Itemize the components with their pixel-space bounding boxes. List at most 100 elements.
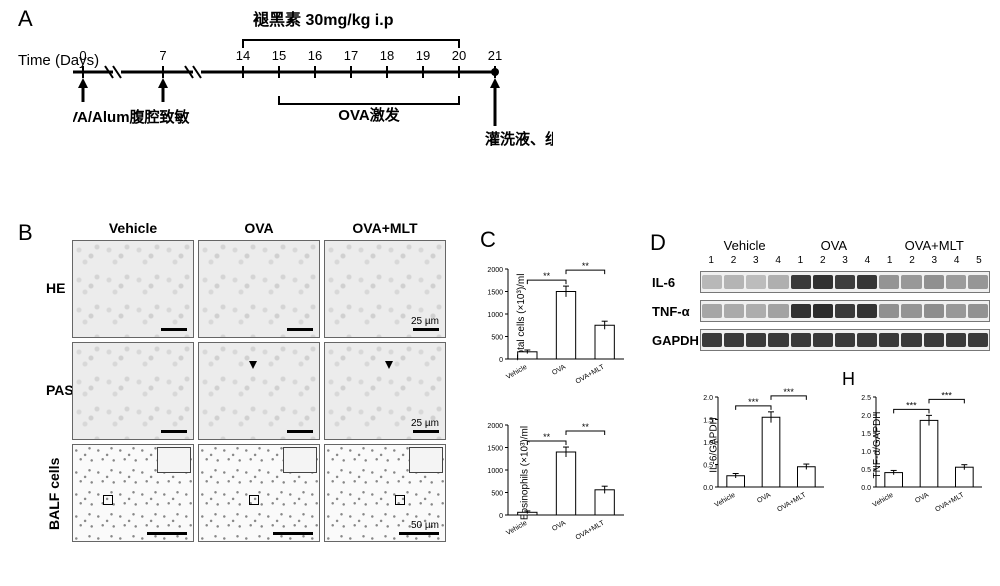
scale-bar (147, 532, 187, 535)
band (724, 304, 744, 318)
col-header-ovamlt: OVA+MLT (324, 220, 446, 236)
blot-row: IL-6 (700, 269, 990, 295)
chart-eos-svg: 0500100015002000VehicleOVAOVA+MLT**** (480, 403, 630, 543)
panel-d: D VehicleOVAOVA+MLT 1234123412345 IL-6TN… (650, 230, 990, 570)
col-header-vehicle: Vehicle (72, 220, 194, 236)
band (857, 275, 877, 289)
svg-text:0: 0 (499, 513, 503, 520)
arrowhead-marker (385, 361, 393, 369)
svg-text:19: 19 (416, 48, 430, 63)
lane-number: 3 (923, 255, 945, 266)
band (946, 304, 966, 318)
lane-number: 4 (767, 255, 789, 266)
band (857, 333, 877, 347)
panel-b: B Vehicle OVA OVA+MLT HE PAS BALF cells … (18, 220, 458, 570)
panel-a-label: A (18, 6, 33, 32)
western-blot: VehicleOVAOVA+MLT 1234123412345 IL-6TNF-… (700, 238, 990, 353)
svg-text:OVA+MLT: OVA+MLT (934, 491, 966, 513)
histology-cell: 25 µm (324, 342, 446, 440)
svg-text:0.0: 0.0 (861, 485, 871, 492)
svg-text:1.5: 1.5 (703, 418, 713, 425)
scale-label: 25 µm (411, 418, 439, 429)
timeline-svg: 071415161718192021OVA激发OVA/Alum腹腔致敏灌洗液、组… (73, 30, 553, 170)
band (901, 275, 921, 289)
svg-text:Vehicle: Vehicle (714, 492, 737, 509)
scale-bar (287, 328, 313, 331)
svg-text:1.0: 1.0 (861, 449, 871, 456)
svg-text:14: 14 (236, 48, 250, 63)
svg-text:500: 500 (491, 491, 503, 498)
svg-text:OVA: OVA (914, 492, 930, 505)
band (946, 275, 966, 289)
scale-bar (287, 430, 313, 433)
protein-label: IL-6 (652, 275, 675, 290)
svg-text:**: ** (582, 261, 590, 271)
lane-number: 2 (812, 255, 834, 266)
svg-text:OVA+MLT: OVA+MLT (575, 519, 607, 541)
band (702, 333, 722, 347)
svg-text:**: ** (543, 271, 551, 281)
band (813, 333, 833, 347)
svg-text:2000: 2000 (487, 423, 503, 430)
scale-bar (161, 328, 187, 331)
chart-il6-svg: 0.00.51.01.52.0VehicleOVAOVA+MLT****** (690, 375, 830, 515)
blot-group-header: OVA (789, 238, 878, 253)
band (901, 333, 921, 347)
chart-tnf-svg: 0.00.51.01.52.02.5VehicleOVAOVA+MLT*****… (848, 375, 988, 515)
panel-b-label: B (18, 220, 33, 246)
inset-box (283, 447, 317, 473)
svg-text:0: 0 (79, 48, 86, 63)
svg-text:OVA: OVA (551, 364, 567, 377)
lane-number: 2 (722, 255, 744, 266)
lane-number: 4 (945, 255, 967, 266)
sample-marker (395, 495, 405, 505)
svg-text:OVA激发: OVA激发 (338, 106, 400, 124)
lane-number: 1 (879, 255, 901, 266)
band (791, 333, 811, 347)
row-header-he: HE (46, 280, 65, 296)
inset-box (409, 447, 443, 473)
svg-text:500: 500 (491, 335, 503, 342)
svg-text:1000: 1000 (487, 468, 503, 475)
scale-bar (413, 328, 439, 331)
svg-text:***: *** (783, 387, 794, 397)
svg-text:***: *** (941, 390, 952, 400)
svg-text:1500: 1500 (487, 446, 503, 453)
svg-text:17: 17 (344, 48, 358, 63)
panel-c: C Total cells (×10³)/ml 0500100015002000… (480, 247, 635, 567)
svg-text:OVA: OVA (756, 492, 772, 505)
histology-cell: 50 µm (324, 444, 446, 542)
svg-text:**: ** (543, 432, 551, 442)
lane-box (700, 329, 990, 351)
svg-text:OVA/Alum腹腔致敏: OVA/Alum腹腔致敏 (73, 108, 191, 126)
blot-rows: IL-6TNF-αGAPDH (700, 269, 990, 353)
svg-text:Vehicle: Vehicle (505, 364, 528, 381)
svg-text:1.5: 1.5 (861, 431, 871, 438)
svg-text:0.0: 0.0 (703, 485, 713, 492)
chart-tnf: H TNF-α/GAPDH 0.00.51.01.52.02.5VehicleO… (848, 375, 988, 515)
lane-number: 2 (901, 255, 923, 266)
protein-label: TNF-α (652, 304, 690, 319)
chart-total-svg: 0500100015002000VehicleOVAOVA+MLT**** (480, 247, 630, 387)
histology-cell (198, 342, 320, 440)
blot-group-headers: VehicleOVAOVA+MLT (700, 238, 990, 253)
band (835, 275, 855, 289)
svg-text:OVA+MLT: OVA+MLT (575, 363, 607, 385)
svg-text:Vehicle: Vehicle (505, 520, 528, 537)
svg-text:1000: 1000 (487, 312, 503, 319)
sample-marker (103, 495, 113, 505)
scale-bar (399, 532, 439, 535)
scale-label: 25 µm (411, 316, 439, 327)
band (724, 333, 744, 347)
scale-bar (273, 532, 313, 535)
svg-text:15: 15 (272, 48, 286, 63)
lane-box (700, 300, 990, 322)
band (968, 333, 988, 347)
band (746, 275, 766, 289)
svg-text:OVA: OVA (551, 520, 567, 533)
band (968, 275, 988, 289)
band (924, 333, 944, 347)
svg-text:OVA+MLT: OVA+MLT (776, 491, 808, 513)
band (768, 275, 788, 289)
band (791, 275, 811, 289)
